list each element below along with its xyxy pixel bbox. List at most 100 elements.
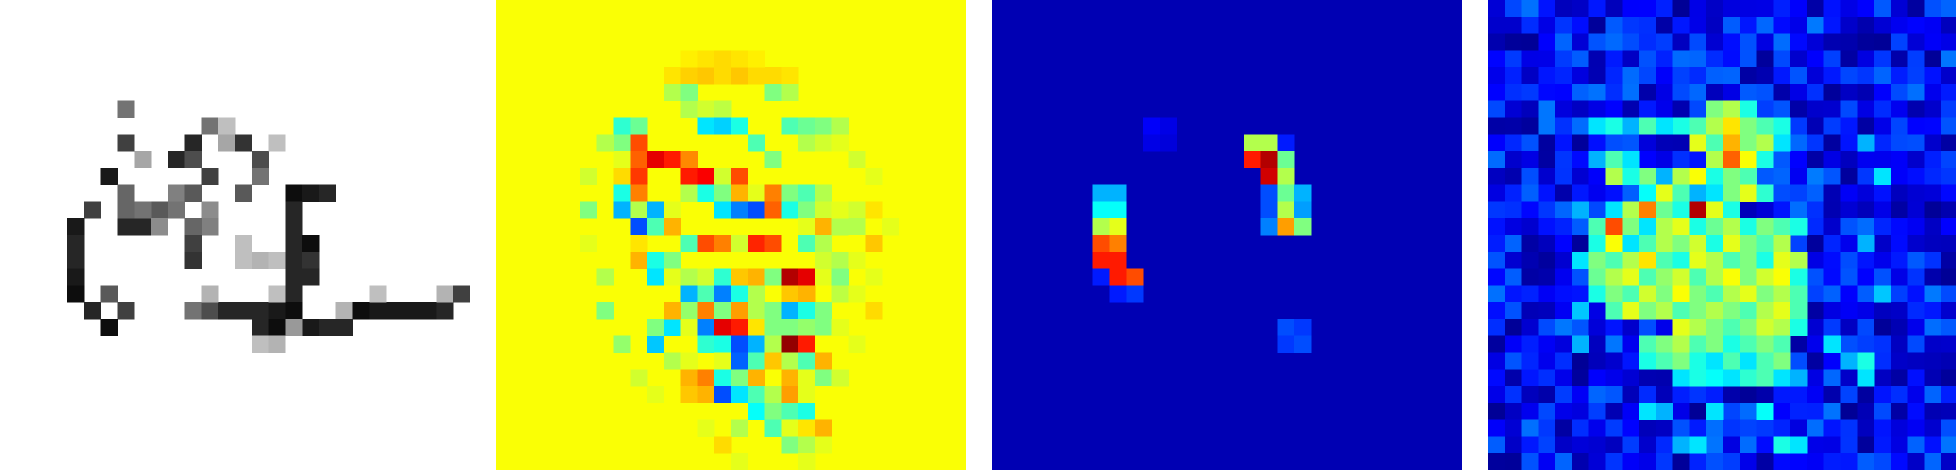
noise-pixel <box>1723 436 1741 454</box>
pixel <box>268 251 286 269</box>
noise-pixel <box>1555 0 1573 18</box>
noise-pixel <box>1622 33 1640 51</box>
pixel <box>1655 201 1673 219</box>
pixel <box>1706 402 1724 420</box>
pixel <box>1739 235 1757 253</box>
noise-pixel <box>1689 50 1707 68</box>
noise-pixel <box>1874 201 1892 219</box>
noise-pixel <box>1488 369 1506 387</box>
pixel <box>714 386 732 404</box>
pixel <box>1639 251 1657 269</box>
pixel <box>848 285 866 303</box>
noise-pixel <box>1605 100 1623 118</box>
noise-pixel <box>1555 285 1573 303</box>
noise-pixel <box>1639 33 1657 51</box>
noise-pixel <box>1605 436 1623 454</box>
noise-pixel <box>1773 151 1791 169</box>
noise-pixel <box>1488 100 1506 118</box>
saliency-map-diverging <box>496 0 966 470</box>
pixel <box>1605 251 1623 269</box>
noise-pixel <box>1857 268 1875 286</box>
noise-pixel <box>1488 251 1506 269</box>
noise-pixel <box>1823 33 1841 51</box>
pixel <box>1706 218 1724 236</box>
pixel <box>697 167 715 185</box>
pixel <box>747 67 765 85</box>
noise-pixel <box>1874 402 1892 420</box>
noise-pixel <box>1571 100 1590 118</box>
noise-pixel <box>1504 117 1522 135</box>
pixel <box>302 251 320 269</box>
pixel <box>1109 268 1127 286</box>
noise-pixel <box>1874 151 1892 169</box>
noise-pixel <box>1941 268 1956 286</box>
noise-pixel <box>1907 335 1925 353</box>
pixel <box>714 100 732 118</box>
noise-pixel <box>1806 335 1825 353</box>
noise-pixel <box>1622 134 1640 152</box>
pixel <box>1672 369 1690 387</box>
pixel <box>731 50 749 68</box>
noise-pixel <box>1806 285 1825 303</box>
pixel <box>1756 117 1774 135</box>
noise-pixel <box>1874 100 1892 118</box>
noise-pixel <box>1538 33 1556 51</box>
pixel <box>1739 352 1757 370</box>
pixel <box>731 285 749 303</box>
noise-pixel <box>1790 419 1808 437</box>
pixel <box>1109 201 1127 219</box>
pixel <box>453 285 470 303</box>
pixel <box>697 318 715 337</box>
pixel <box>798 235 816 253</box>
noise-pixel <box>1605 50 1623 68</box>
pixel <box>1622 167 1640 185</box>
noise-pixel <box>1622 50 1640 68</box>
noise-pixel <box>1504 453 1522 470</box>
noise-pixel <box>1672 0 1690 18</box>
noise-pixel <box>1639 100 1657 118</box>
pixel <box>714 50 732 68</box>
noise-pixel <box>1488 67 1506 85</box>
noise-pixel <box>1538 436 1556 454</box>
pixel <box>117 184 135 202</box>
noise-pixel <box>1605 402 1623 420</box>
pixel <box>1588 268 1606 286</box>
noise-pixel <box>1588 50 1606 68</box>
noise-pixel <box>1504 184 1522 202</box>
pixel <box>1622 268 1640 286</box>
noise-pixel <box>1874 33 1892 51</box>
pixel <box>781 386 799 404</box>
pixel <box>781 117 799 135</box>
noise-pixel <box>1823 218 1841 236</box>
noise-pixel <box>1689 0 1707 18</box>
pixel <box>1723 335 1741 353</box>
noise-pixel <box>1823 302 1841 320</box>
noise-pixel <box>1756 33 1774 51</box>
noise-pixel <box>1488 0 1506 18</box>
pixel <box>1773 335 1791 353</box>
noise-pixel <box>1907 268 1925 286</box>
noise-pixel <box>1571 235 1590 253</box>
pixel <box>1622 251 1640 269</box>
noise-pixel <box>1639 369 1657 387</box>
noise-pixel <box>1521 151 1539 169</box>
pixel <box>201 167 219 185</box>
pixel <box>714 285 732 303</box>
pixel <box>1277 167 1295 185</box>
pixel <box>268 335 286 353</box>
pixel <box>1109 251 1127 269</box>
pixel <box>1689 335 1707 353</box>
pixel <box>781 335 799 353</box>
noise-pixel <box>1555 402 1573 420</box>
noise-pixel <box>1488 453 1506 470</box>
pixel <box>1773 302 1791 320</box>
pixel <box>285 251 303 269</box>
noise-pixel <box>1588 318 1606 337</box>
noise-pixel <box>1521 436 1539 454</box>
pixel <box>714 201 732 219</box>
pixel <box>1874 167 1892 185</box>
noise-pixel <box>1538 134 1556 152</box>
pixel <box>747 318 765 337</box>
pixel <box>1294 201 1312 219</box>
noise-pixel <box>1924 134 1942 152</box>
